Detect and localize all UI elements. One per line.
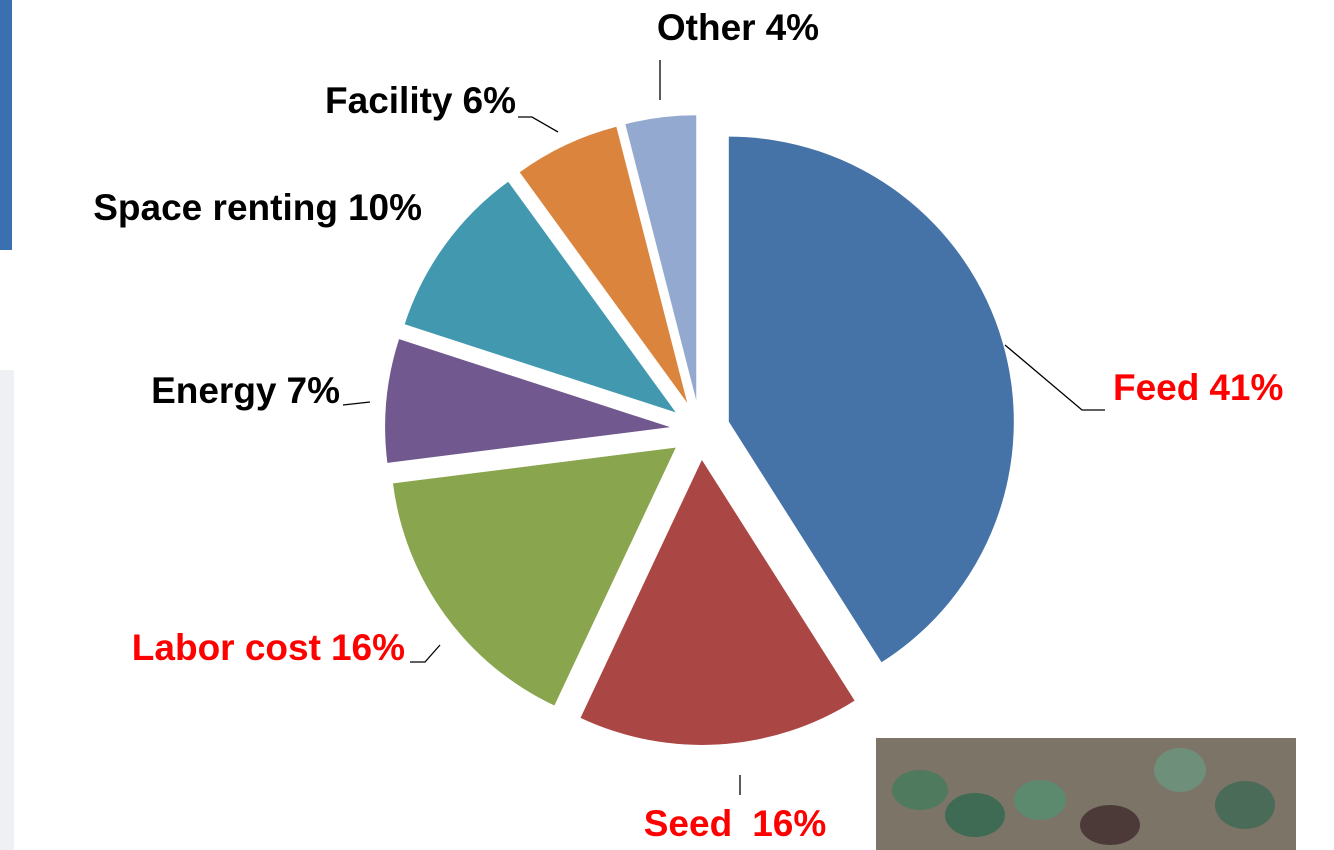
pie-slice	[519, 126, 688, 403]
pie-slice	[385, 339, 671, 463]
slice-label-name: Seed	[644, 803, 732, 844]
slice-label-value: 10%	[348, 187, 422, 228]
slice-label-name: Space renting	[93, 187, 338, 228]
slice-label-value: 16%	[331, 627, 405, 668]
slice-label: Seed 16%	[644, 803, 827, 844]
slice-label: Energy 7%	[151, 370, 340, 411]
pie-slice	[728, 136, 1014, 663]
slice-label-name: Facility	[325, 80, 453, 121]
slice-label-value: 6%	[463, 80, 516, 121]
background-slide-edge	[0, 370, 14, 850]
slice-label: Space renting 10%	[93, 187, 422, 228]
leader-line	[342, 401, 371, 406]
slice-label: Labor cost 16%	[132, 627, 405, 668]
slice-label-name: Labor cost	[132, 627, 321, 668]
leader-lines	[342, 60, 1105, 795]
slice-label: Facility 6%	[325, 80, 516, 121]
pie-slice	[392, 447, 676, 706]
slice-label-value: 16%	[752, 803, 826, 844]
slice-label-name: Other	[657, 7, 756, 48]
leader-line	[410, 644, 441, 663]
slice-label-value: 4%	[766, 7, 819, 48]
pie-slice	[580, 459, 855, 745]
photo-shells	[892, 748, 1275, 845]
background-photo-edge	[0, 0, 12, 250]
slice-label-name: Energy	[151, 370, 277, 411]
pie-slice	[625, 115, 697, 401]
slice-label-value: 41%	[1209, 367, 1283, 408]
slice-label: Other 4%	[657, 7, 819, 48]
pie-slice	[404, 181, 676, 413]
leader-line	[1004, 344, 1105, 411]
leader-line	[518, 116, 559, 133]
pie	[385, 115, 1014, 745]
slice-label-name: Feed	[1113, 367, 1199, 408]
slice-label: Feed 41%	[1113, 367, 1283, 408]
slice-label-value: 7%	[287, 370, 340, 411]
